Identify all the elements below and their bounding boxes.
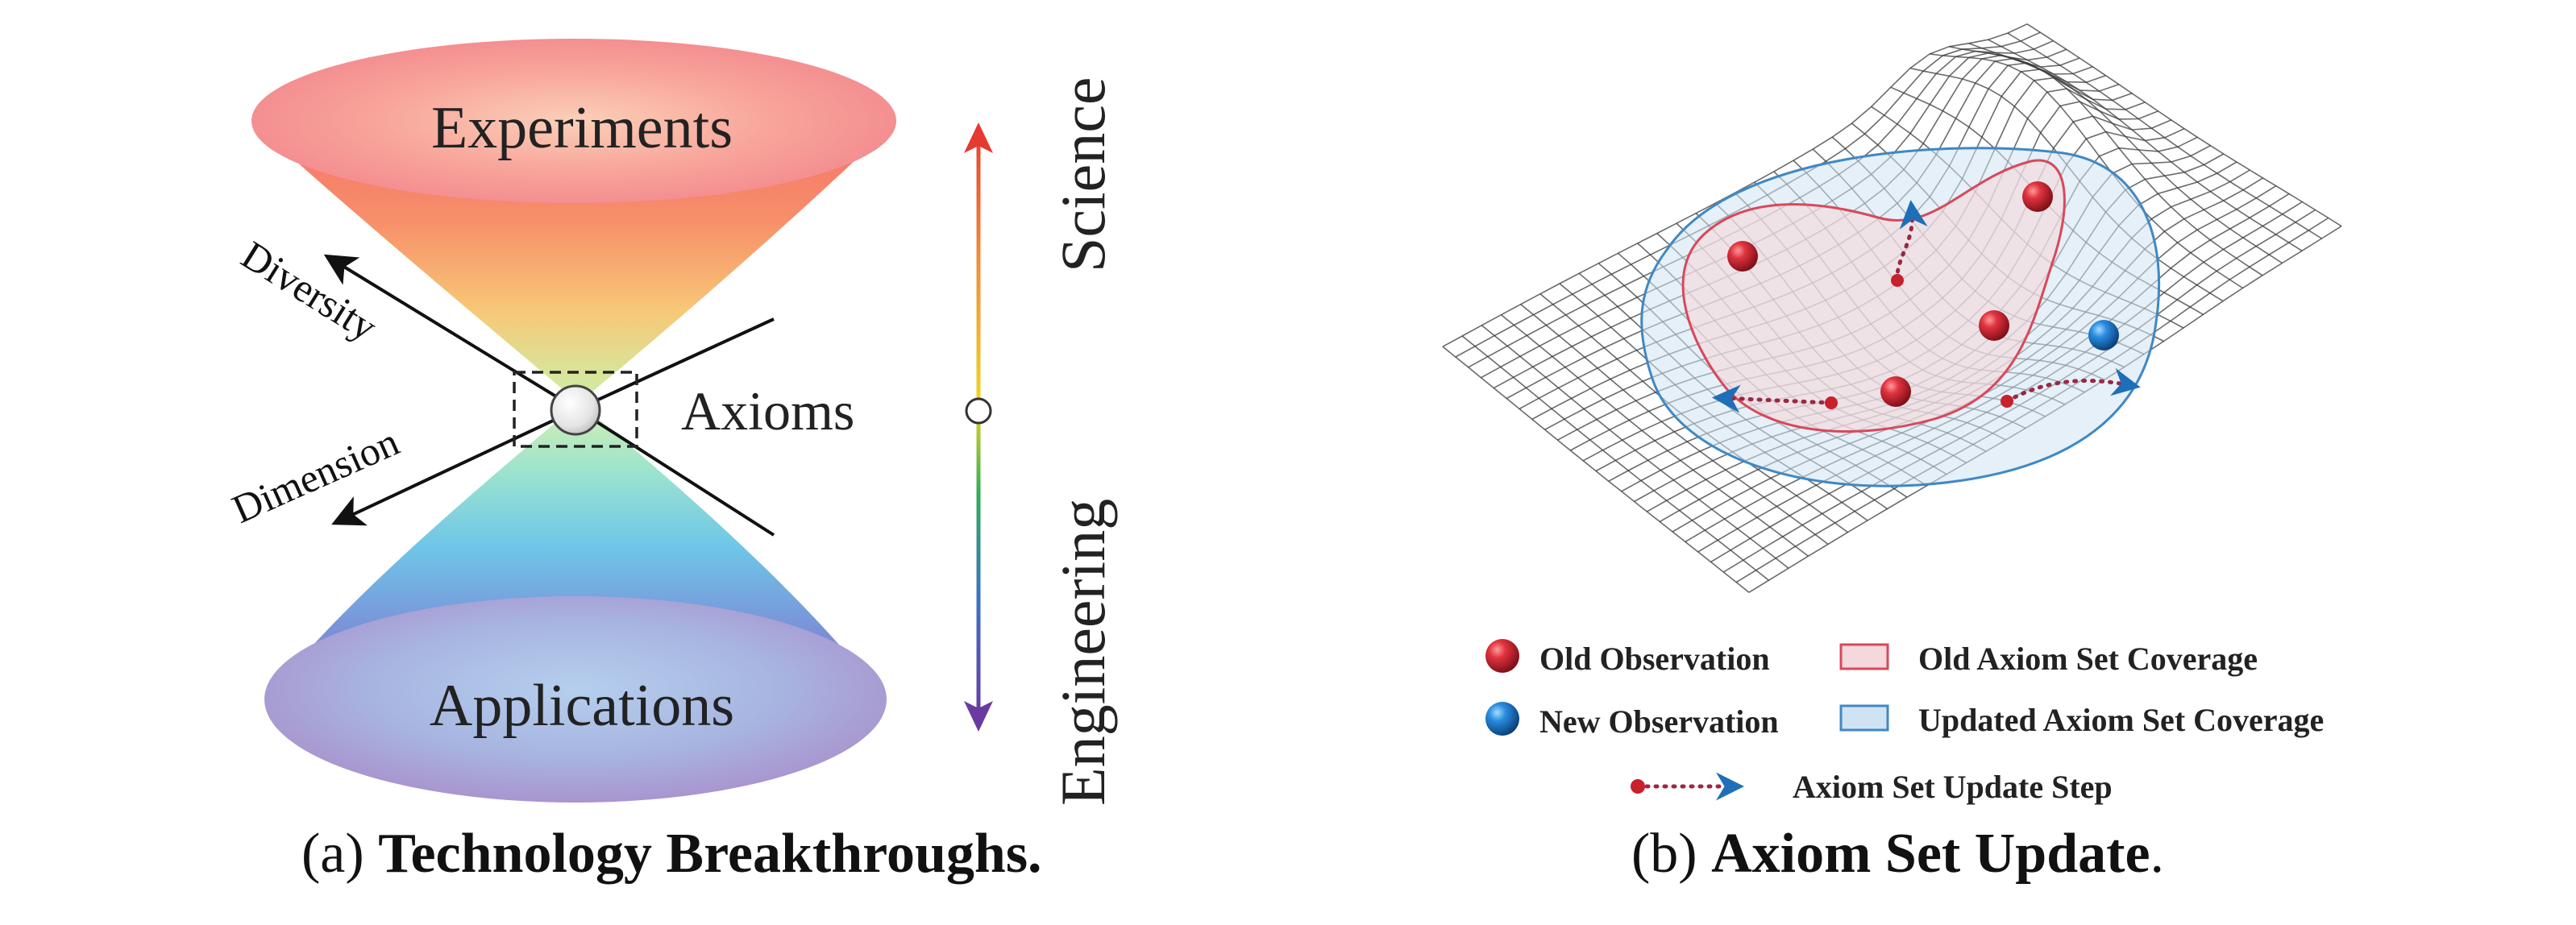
bottom-cone-base (264, 596, 887, 803)
panel-b-caption: (b) Axiom Set Update. (1631, 823, 2164, 885)
science-label: Science (1048, 77, 1118, 272)
axioms-focus-box (513, 371, 638, 448)
legend-new-observation-marker (1485, 702, 1519, 736)
axis-midpoint-marker (965, 397, 992, 425)
update-step-right (2001, 367, 2141, 408)
legend-old-observation-label: Old Observation (1539, 641, 1770, 677)
legend-old-coverage-label: Old Axiom Set Coverage (1918, 641, 2258, 677)
legend-update-step-label: Axiom Set Update Step (1793, 769, 2113, 805)
top-cone-opening (251, 39, 896, 203)
axioms-label: Axioms (681, 380, 854, 442)
old-observation-point (1880, 376, 1911, 407)
panel-b-axiom-set-update: Old Observation New Observation Old Axio… (1442, 23, 2342, 885)
science-arrowhead (964, 122, 993, 153)
update-step-left (1712, 384, 1838, 413)
panel-a-caption: (a) Technology Breakthroughs. (301, 823, 1042, 885)
engineering-label: Engineering (1048, 499, 1118, 806)
panel-a-technology-breakthroughs: Experiments Applications Diversity Dimen… (226, 39, 1118, 885)
experiments-label: Experiments (431, 95, 733, 161)
legend-old-observation-marker (1485, 639, 1519, 673)
legend-updated-coverage-swatch (1839, 704, 1889, 732)
axioms-node (550, 384, 601, 436)
new-observation-point (2088, 320, 2119, 351)
legend-updated-coverage-label: Updated Axiom Set Coverage (1918, 702, 2324, 738)
legend-old-coverage-swatch (1839, 643, 1889, 670)
legend-new-observation-label: New Observation (1539, 703, 1779, 740)
old-observation-point (1979, 310, 2009, 341)
panel-b-caption-prefix: (b) (1631, 823, 1711, 885)
dimension-axis-tail (576, 317, 775, 411)
engineering-arrowhead (964, 701, 993, 732)
panel-b-caption-suffix: . (2150, 823, 2165, 885)
old-observation-point (1727, 241, 1758, 272)
diversity-label: Diversity (234, 232, 384, 350)
diversity-axis-arrow (323, 254, 579, 411)
panel-a-caption-prefix: (a) (301, 823, 378, 885)
diversity-axis-tail (575, 408, 775, 537)
dimension-label: Dimension (226, 419, 405, 532)
update-step-up (1891, 200, 1928, 287)
legend-update-step-marker (1631, 772, 1744, 801)
panel-a-caption-title: Technology Breakthroughs. (378, 823, 1041, 885)
panel-b-legend: Old Observation New Observation Old Axio… (1485, 639, 2324, 805)
dimension-axis-arrow (331, 408, 578, 526)
panel-b-caption-title: Axiom Set Update (1711, 823, 2150, 885)
applications-label: Applications (430, 673, 734, 739)
old-observation-point (2022, 181, 2053, 212)
